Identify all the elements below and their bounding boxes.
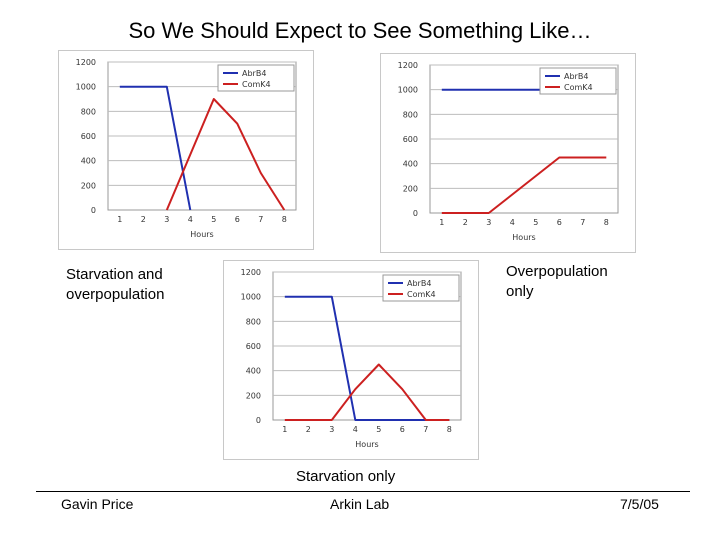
footer-lab: Arkin Lab [330,496,390,512]
y-tick-label: 400 [403,160,418,169]
caption-left: Starvation and overpopulation [66,265,164,305]
y-tick-label: 0 [413,209,418,218]
series-line-abrb4 [119,85,192,211]
x-tick-label: 4 [188,215,193,224]
caption-right: Overpopulation only [506,262,608,302]
caption-line: only [506,283,534,300]
x-tick-label: 5 [211,215,216,224]
series-line-comk4 [165,98,286,211]
chart-svg: 0 200 400 600 800 1000 1200 1 2 3 4 5 6 7 8 Hours AbrB4 C… [380,53,636,253]
x-tick-label: 1 [439,218,444,227]
y-tick-label: 400 [246,367,261,376]
legend-label: AbrB4 [242,69,266,78]
y-tick-label: 1000 [76,83,96,92]
legend-box [382,274,460,302]
chart-svg: 0 200 400 600 800 1000 1200 1 2 3 4 5 6 7 8 Hours AbrB4 C… [223,260,479,460]
y-tick-label: 1200 [398,61,418,70]
legend-box [217,64,295,92]
chart-overpopulation-only: 0 200 400 600 800 1000 1200 1 2 3 4 5 6 7 8 Hours AbrB4 C… [380,53,636,253]
x-axis-label: Hours [190,230,213,239]
legend-label: ComK4 [242,80,271,89]
y-tick-label: 400 [81,157,96,166]
caption-line: overpopulation [66,286,165,303]
slide-title: So We Should Expect to See Something Lik… [128,18,592,43]
legend-label: ComK4 [407,290,436,299]
y-tick-label: 1200 [241,268,261,277]
x-tick-label: 1 [282,425,287,434]
y-tick-label: 600 [246,342,261,351]
x-tick-label: 5 [533,218,538,227]
x-tick-label: 7 [423,425,428,434]
x-tick-label: 2 [141,215,146,224]
footer-divider [36,491,690,492]
y-tick-label: 1000 [241,293,261,302]
chart-svg: 0 200 400 600 800 1000 1200 1 2 3 4 5 6 7 8 Hours AbrB4 C… [58,50,314,250]
y-tick-label: 800 [246,317,261,326]
legend-label: AbrB4 [407,279,431,288]
y-tick-label: 200 [246,391,261,400]
caption-bottom: Starvation only [296,468,396,485]
x-tick-label: 3 [164,215,169,224]
y-tick-label: 1000 [398,86,418,95]
x-tick-label: 7 [258,215,263,224]
x-tick-label: 6 [400,425,405,434]
y-tick-label: 0 [91,206,96,215]
x-tick-label: 8 [282,215,287,224]
y-tick-label: 200 [403,184,418,193]
x-tick-label: 6 [235,215,240,224]
series-line-comk4 [441,156,607,214]
x-axis-label: Hours [512,233,535,242]
series-line-comk4 [284,363,450,421]
y-tick-label: 0 [256,416,261,425]
y-tick-label: 800 [403,110,418,119]
legend-label: AbrB4 [564,72,588,81]
y-tick-label: 200 [81,181,96,190]
x-tick-label: 5 [376,425,381,434]
x-tick-label: 3 [486,218,491,227]
x-tick-label: 8 [604,218,609,227]
x-tick-label: 4 [510,218,515,227]
y-tick-label: 800 [81,107,96,116]
x-axis-label: Hours [355,440,378,449]
chart-starvation-overpopulation: 0 200 400 600 800 1000 1200 1 2 3 4 5 6 7 8 Hours AbrB4 C… [58,50,314,250]
caption-line: Starvation and [66,266,163,283]
x-tick-label: 8 [447,425,452,434]
footer-date: 7/5/05 [620,496,659,512]
x-tick-label: 2 [463,218,468,227]
legend-label: ComK4 [564,83,593,92]
x-tick-label: 4 [353,425,358,434]
series-line-abrb4 [284,295,450,421]
x-tick-label: 6 [557,218,562,227]
x-tick-label: 7 [580,218,585,227]
x-tick-label: 3 [329,425,334,434]
y-tick-label: 1200 [76,58,96,67]
chart-starvation-only: 0 200 400 600 800 1000 1200 1 2 3 4 5 6 7 8 Hours AbrB4 C… [223,260,479,460]
legend-box [539,67,617,95]
caption-line: Overpopulation [506,263,608,280]
x-tick-label: 2 [306,425,311,434]
y-tick-label: 600 [403,135,418,144]
footer-author: Gavin Price [61,496,134,512]
x-tick-label: 1 [117,215,122,224]
y-tick-label: 600 [81,132,96,141]
